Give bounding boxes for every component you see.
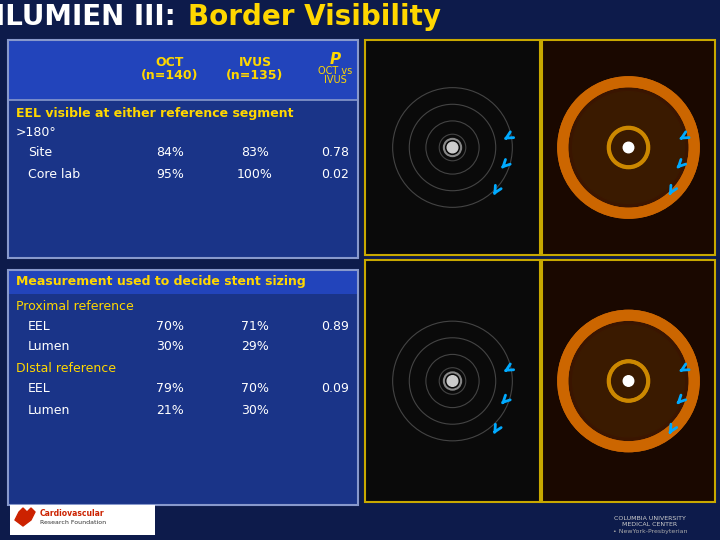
Text: 0.02: 0.02 [321,167,349,180]
Text: Research Foundation: Research Foundation [40,521,106,525]
Text: Site: Site [28,145,52,159]
Text: 83%: 83% [241,145,269,159]
Circle shape [559,78,698,217]
Text: 70%: 70% [156,321,184,334]
Text: 79%: 79% [156,382,184,395]
Text: Measurement used to decide stent sizing: Measurement used to decide stent sizing [16,275,306,288]
Text: MEDICAL CENTER: MEDICAL CENTER [622,523,678,528]
Bar [542,40,715,255]
Circle shape [624,143,633,152]
Text: 21%: 21% [156,403,184,416]
Text: COLUMBIA UNIVERSITY: COLUMBIA UNIVERSITY [614,516,686,521]
Text: 30%: 30% [241,403,269,416]
Text: (n=140): (n=140) [141,69,199,82]
Circle shape [624,376,633,386]
Text: EEL: EEL [28,382,50,395]
Bar [542,260,715,502]
Text: Lumen: Lumen [28,403,71,416]
Text: (n=135): (n=135) [226,69,284,82]
Text: Core lab: Core lab [28,167,80,180]
Text: 84%: 84% [156,145,184,159]
Text: >180°: >180° [16,126,57,139]
Text: IVUS: IVUS [323,75,346,85]
Circle shape [559,312,698,450]
Text: • NewYork-Presbyterian: • NewYork-Presbyterian [613,530,688,535]
Text: IVUS: IVUS [238,57,271,70]
Bar [365,40,540,255]
Bar [8,270,358,294]
Text: 0.89: 0.89 [321,321,349,334]
Bar [10,505,155,535]
Text: P: P [330,52,341,68]
Text: OCT vs: OCT vs [318,66,352,76]
Text: ILUMIEN III:: ILUMIEN III: [0,3,185,31]
Text: 0.78: 0.78 [321,145,349,159]
Circle shape [572,325,685,437]
Text: 30%: 30% [156,341,184,354]
Text: Lumen: Lumen [28,341,71,354]
Bar [365,260,540,502]
Circle shape [572,92,685,204]
Text: DIstal reference: DIstal reference [16,361,116,375]
Bar [8,294,358,505]
Text: 29%: 29% [241,341,269,354]
Text: Proximal reference: Proximal reference [16,300,134,314]
Polygon shape [15,508,35,526]
Bar [8,270,358,505]
Text: EEL: EEL [28,321,50,334]
Circle shape [624,376,634,386]
Text: Cardiovascular: Cardiovascular [40,510,104,518]
Bar [8,100,358,258]
Circle shape [447,142,458,153]
Text: OCT: OCT [156,57,184,70]
Text: 0.09: 0.09 [321,382,349,395]
Bar [8,40,358,258]
Text: 70%: 70% [241,382,269,395]
Text: 100%: 100% [237,167,273,180]
Text: 71%: 71% [241,321,269,334]
Circle shape [624,142,634,153]
Bar [8,40,358,100]
Text: Border Visibility: Border Visibility [188,3,441,31]
Text: 95%: 95% [156,167,184,180]
Text: EEL visible at either reference segment: EEL visible at either reference segment [16,107,294,120]
Circle shape [447,376,458,386]
